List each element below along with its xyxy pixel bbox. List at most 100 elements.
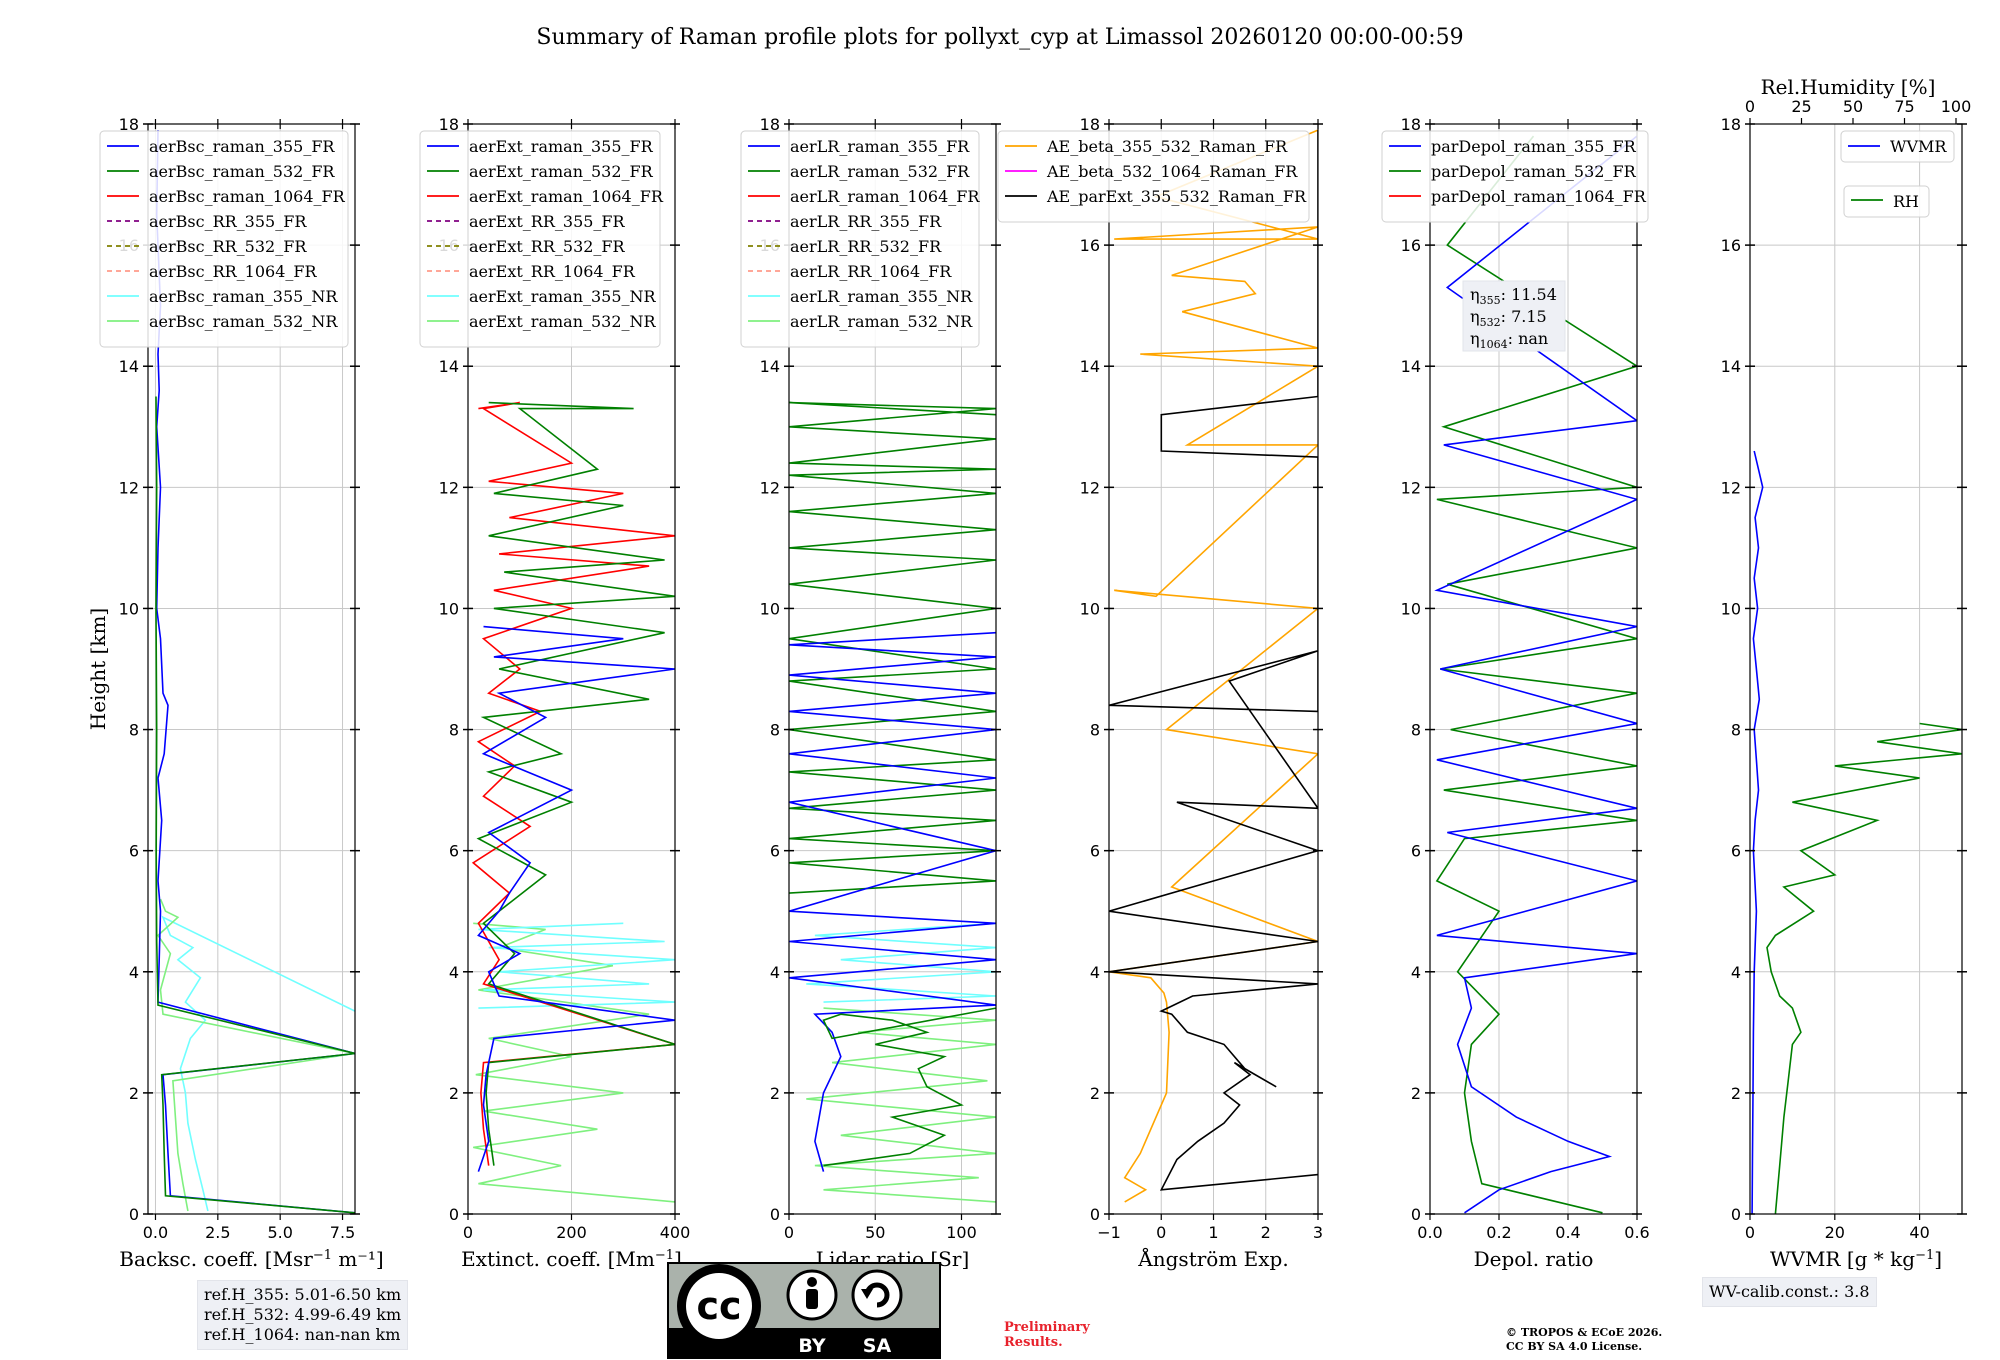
y-tick-label: 10	[760, 599, 780, 618]
x-tick-label: 0.0	[143, 1223, 168, 1242]
legend-label: aerBsc_raman_532_NR	[149, 312, 338, 331]
y-tick-label: 10	[1080, 599, 1100, 618]
panel-ext: 0246810121416180200400Extinct. coeff. [M…	[420, 115, 690, 1271]
ref-height-1064: ref.H_1064: nan-nan km	[204, 1325, 401, 1345]
series-group	[1752, 451, 1962, 1214]
legend-label: aerLR_raman_355_NR	[790, 287, 973, 306]
x-tick-label: 2.5	[205, 1223, 230, 1242]
x-tick-label: 0.2	[1486, 1223, 1511, 1242]
copyright-line-2: CC BY SA 4.0 License.	[1506, 1340, 1662, 1354]
y-tick-label: 12	[119, 478, 139, 497]
y-tick-label: 16	[1401, 236, 1421, 255]
y-tick-label: 0	[449, 1205, 459, 1224]
eta-annotation: η355: 11.54η532: 7.15η1064: nan	[1463, 281, 1565, 351]
series-line-aerext-raman-532-nr	[473, 923, 675, 1202]
preliminary-results-note: Preliminary Results.	[1004, 1320, 1090, 1350]
panel-depol: 0 2 4 6 8 10 12 14 16 18 0.0 0.2 0.4 0.6 Depol. ratio p…	[1382, 115, 1650, 1271]
panel-ae: 024681012141618−1 0 1 2 3Ångström Exp.AE_bet…	[998, 115, 1323, 1271]
x-tick-label: 40	[1909, 1223, 1929, 1242]
legend-label: aerLR_raman_532_NR	[790, 312, 973, 331]
x-axis-label: Extinct. coeff. [Mm−1]	[461, 1247, 682, 1271]
reference-height-box: ref.H_355: 5.01-6.50 km ref.H_532: 4.99-…	[197, 1280, 408, 1350]
series-line-aerlr-raman-532-fr	[789, 403, 996, 893]
y-tick-label: 6	[449, 842, 459, 861]
y-tick-label: 16	[1080, 236, 1100, 255]
series-group	[789, 403, 996, 1202]
legend-label: aerExt_RR_355_FR	[469, 212, 626, 231]
y-tick-label: 6	[1731, 842, 1741, 861]
y-tick-label: 6	[1411, 842, 1421, 861]
y-tick-label: 14	[1080, 357, 1100, 376]
series-line-aerext-raman-355-fr	[478, 627, 675, 1172]
y-tick-label: 10	[439, 599, 459, 618]
legend-label: aerBsc_raman_532_FR	[149, 162, 335, 181]
legend-label: aerExt_raman_532_NR	[469, 312, 657, 331]
legend-label: parDepol_raman_1064_FR	[1431, 187, 1647, 206]
preliminary-line-2: Results.	[1004, 1335, 1090, 1350]
cc-by-label: BY	[798, 1335, 825, 1357]
legend-label: aerExt_raman_532_FR	[469, 162, 654, 181]
x-tick-label: 20	[1825, 1223, 1845, 1242]
top-tick-label: 100	[1941, 97, 1972, 116]
attribution-person-icon	[807, 1277, 817, 1287]
x-axis-label: Backsc. coeff. [Msr−1 m⁻¹]	[119, 1247, 383, 1271]
ref-height-532: ref.H_532: 4.99-6.49 km	[204, 1305, 401, 1325]
legend-label: AE_beta_355_532_Raman_FR	[1046, 137, 1288, 156]
legend-label: aerLR_raman_1064_FR	[790, 187, 980, 206]
y-tick-label: 4	[1411, 963, 1421, 982]
y-tick-label: 8	[770, 721, 780, 740]
legend-label: aerExt_RR_1064_FR	[469, 262, 636, 281]
legend-label: aerExt_RR_532_FR	[469, 237, 626, 256]
y-tick-label: 0	[1731, 1205, 1741, 1224]
y-tick-label: 2	[1090, 1084, 1100, 1103]
ref-height-355: ref.H_355: 5.01-6.50 km	[204, 1285, 401, 1305]
y-tick-label: 0	[770, 1205, 780, 1224]
y-tick-label: 8	[449, 721, 459, 740]
y-tick-label: 0	[129, 1205, 139, 1224]
legend: aerBsc_raman_355_FRaerBsc_raman_532_FRae…	[100, 131, 348, 347]
cc-text: cc	[696, 1284, 741, 1328]
series-line-aerext-raman-532-fr	[478, 403, 675, 1166]
x-tick-label: 400	[660, 1223, 691, 1242]
y-tick-label: 2	[449, 1084, 459, 1103]
y-tick-label: 10	[1401, 599, 1421, 618]
y-tick-label: 6	[770, 842, 780, 861]
y-tick-label: 10	[119, 599, 139, 618]
y-tick-label: 0	[1411, 1205, 1421, 1224]
legend-label: aerExt_raman_355_NR	[469, 287, 657, 306]
legend-label: aerLR_RR_355_FR	[790, 212, 942, 231]
y-tick-label: 8	[1411, 721, 1421, 740]
x-tick-label: 7.5	[330, 1223, 355, 1242]
x-axis-label: WVMR [g * kg−1]	[1770, 1247, 1942, 1271]
y-axis-label: Height [km]	[86, 608, 110, 730]
x-tick-label: 0	[1745, 1223, 1755, 1242]
x-tick-label: 50	[865, 1223, 885, 1242]
legend: aerLR_raman_355_FR aerLR_raman_532_FR aerL…	[741, 131, 980, 347]
legend-label: AE_beta_532_1064_Raman_FR	[1046, 162, 1298, 181]
legend-label: aerBsc_raman_355_NR	[149, 287, 338, 306]
y-tick-label: 10	[1721, 599, 1741, 618]
copyright-line-1: © TROPOS & ECoE 2026.	[1506, 1326, 1662, 1340]
series-line-rh	[1767, 724, 1962, 1215]
legend-label: aerLR_raman_355_FR	[790, 137, 970, 156]
series-group	[473, 403, 675, 1202]
legend-label-wvmr: WVMR	[1890, 137, 1947, 156]
legend-label: aerLR_RR_532_FR	[790, 237, 942, 256]
top-tick-label: 0	[1745, 97, 1755, 116]
y-tick-label: 12	[1401, 478, 1421, 497]
y-tick-label: 6	[129, 842, 139, 861]
x-tick-label: 0	[1156, 1223, 1166, 1242]
x-tick-label: 0	[784, 1223, 794, 1242]
y-tick-label: 0	[1090, 1205, 1100, 1224]
y-tick-label: 8	[1090, 721, 1100, 740]
x-axis-label: Ångström Exp.	[1137, 1246, 1288, 1271]
legend-label: aerBsc_RR_532_FR	[149, 237, 307, 256]
y-tick-label: 12	[1721, 478, 1741, 497]
y-tick-label: 12	[439, 478, 459, 497]
top-tick-label: 25	[1791, 97, 1811, 116]
legend: parDepol_raman_355_FRparDepol_raman_532_…	[1382, 131, 1648, 222]
wv-calibration-box: WV-calib.const.: 3.8	[1702, 1277, 1877, 1307]
wv-calib-const: WV-calib.const.: 3.8	[1709, 1282, 1870, 1302]
x-tick-label: 0.4	[1555, 1223, 1580, 1242]
cc-sa-label: SA	[863, 1335, 892, 1357]
